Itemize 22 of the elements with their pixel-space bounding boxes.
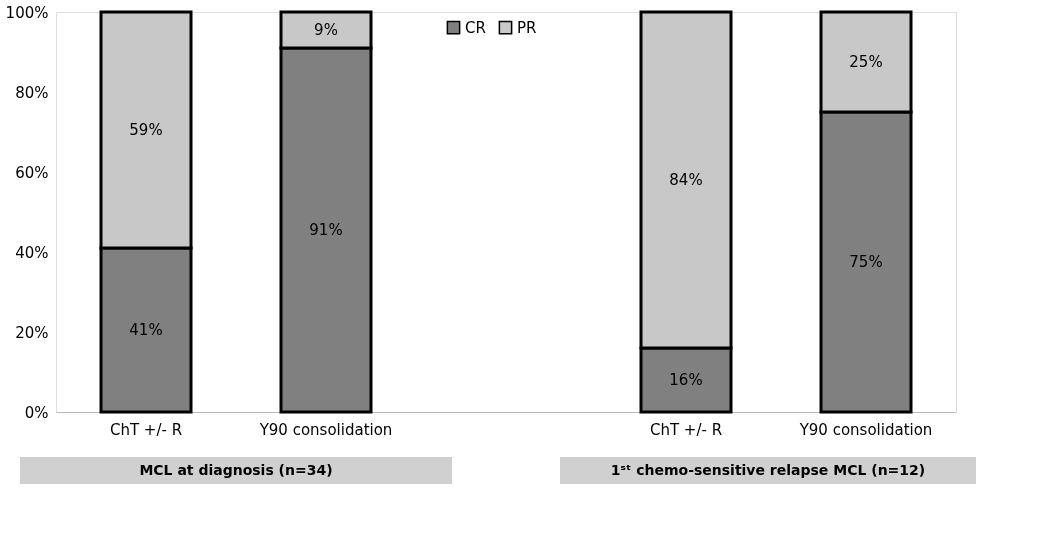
y-tick-label: 40% xyxy=(15,243,49,262)
data-label: 75% xyxy=(849,253,883,271)
y-tick-label: 60% xyxy=(15,163,49,182)
y-tick-label: 80% xyxy=(15,83,49,102)
x-tick-label: Y90 consolidation xyxy=(258,420,393,439)
y-tick-label: 20% xyxy=(15,323,49,342)
text: MCL at diagnosis (n=34) xyxy=(139,462,333,478)
data-label: 25% xyxy=(849,53,883,71)
data-label: 59% xyxy=(129,121,163,139)
legend-label: CR xyxy=(465,18,486,37)
data-label: 91% xyxy=(309,221,343,239)
y-tick-label: 0% xyxy=(24,403,49,422)
x-tick-label: Y90 consolidation xyxy=(798,420,933,439)
legend-label: PR xyxy=(517,18,537,37)
y-tick-label: 100% xyxy=(5,3,49,22)
data-label: 9% xyxy=(314,21,338,39)
x-tick-label: ChT +/- R xyxy=(109,420,183,439)
data-label: 84% xyxy=(669,171,703,189)
x-tick-label: ChT +/- R xyxy=(649,420,723,439)
data-label: 16% xyxy=(669,371,703,389)
data-label: 41% xyxy=(129,321,163,339)
text: 1ˢᵗ chemo-sensitive relapse MCL (n=12) xyxy=(610,462,926,478)
